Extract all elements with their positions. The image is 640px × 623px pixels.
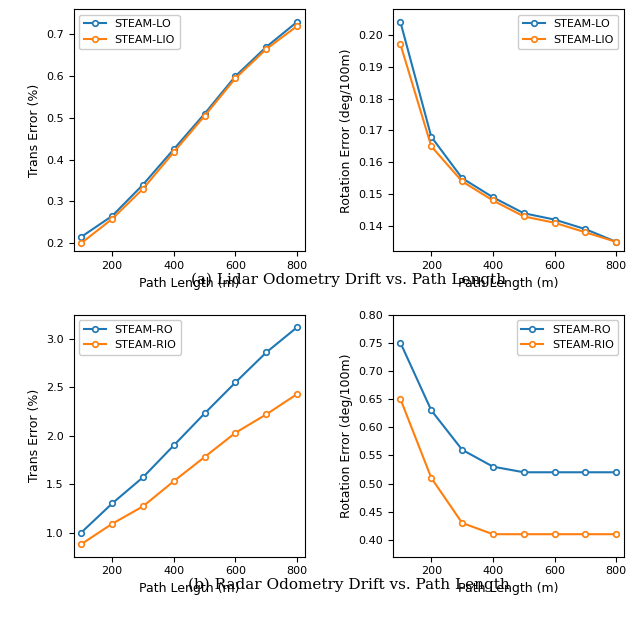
STEAM-LO <box>458 174 466 182</box>
STEAM-LIO <box>170 148 178 156</box>
Y-axis label: Trans Error (%): Trans Error (%) <box>28 83 40 177</box>
STEAM-LIO <box>201 112 209 120</box>
Line: STEAM-LO: STEAM-LO <box>79 19 300 240</box>
STEAM-LO <box>489 194 497 201</box>
Text: (b) Radar Odometry Drift vs. Path Length: (b) Radar Odometry Drift vs. Path Length <box>188 578 509 592</box>
X-axis label: Path Length (m): Path Length (m) <box>139 277 239 290</box>
STEAM-RO <box>428 407 435 414</box>
STEAM-RO <box>139 473 147 481</box>
Line: STEAM-RIO: STEAM-RIO <box>79 391 300 547</box>
STEAM-RO <box>108 500 116 507</box>
STEAM-RIO <box>612 530 620 538</box>
STEAM-LO <box>520 209 527 217</box>
Y-axis label: Rotation Error (deg/100m): Rotation Error (deg/100m) <box>340 353 353 518</box>
STEAM-RIO <box>293 390 301 397</box>
STEAM-LIO <box>293 22 301 30</box>
STEAM-LIO <box>582 229 589 236</box>
STEAM-RIO <box>201 454 209 461</box>
STEAM-RIO <box>489 530 497 538</box>
STEAM-RIO <box>428 474 435 482</box>
STEAM-RIO <box>170 477 178 485</box>
STEAM-RIO <box>77 540 85 548</box>
STEAM-RO <box>293 323 301 331</box>
X-axis label: Path Length (m): Path Length (m) <box>458 582 559 595</box>
STEAM-LO <box>139 181 147 188</box>
STEAM-LO <box>108 212 116 220</box>
STEAM-RO <box>520 468 527 476</box>
STEAM-LIO <box>139 185 147 193</box>
STEAM-RO <box>489 463 497 470</box>
STEAM-LIO <box>397 40 404 48</box>
Text: (a) Lidar Odometry Drift vs. Path Length: (a) Lidar Odometry Drift vs. Path Length <box>191 273 506 287</box>
STEAM-LO <box>77 233 85 240</box>
STEAM-RIO <box>551 530 559 538</box>
Line: STEAM-RO: STEAM-RO <box>79 325 300 535</box>
STEAM-RO <box>582 468 589 476</box>
STEAM-RO <box>262 349 270 356</box>
Line: STEAM-LIO: STEAM-LIO <box>79 23 300 246</box>
Legend: STEAM-RO, STEAM-RIO: STEAM-RO, STEAM-RIO <box>79 320 181 354</box>
Legend: STEAM-LO, STEAM-LIO: STEAM-LO, STEAM-LIO <box>518 15 618 49</box>
STEAM-LO <box>262 43 270 50</box>
Y-axis label: Trans Error (%): Trans Error (%) <box>28 389 40 482</box>
Line: STEAM-RO: STEAM-RO <box>397 340 619 475</box>
Legend: STEAM-RO, STEAM-RIO: STEAM-RO, STEAM-RIO <box>516 320 618 354</box>
Line: STEAM-LO: STEAM-LO <box>397 19 619 245</box>
Line: STEAM-LIO: STEAM-LIO <box>397 42 619 245</box>
STEAM-LO <box>170 145 178 153</box>
STEAM-LO <box>612 238 620 245</box>
STEAM-LIO <box>458 178 466 185</box>
STEAM-LO <box>232 72 239 80</box>
STEAM-LO <box>201 110 209 118</box>
STEAM-LO <box>551 216 559 223</box>
STEAM-LIO <box>489 197 497 204</box>
STEAM-RO <box>170 442 178 449</box>
STEAM-LIO <box>551 219 559 227</box>
STEAM-LO <box>397 18 404 26</box>
STEAM-RIO <box>582 530 589 538</box>
STEAM-RO <box>458 446 466 454</box>
Legend: STEAM-LO, STEAM-LIO: STEAM-LO, STEAM-LIO <box>79 15 180 49</box>
STEAM-RIO <box>232 429 239 437</box>
STEAM-RIO <box>458 519 466 526</box>
STEAM-RIO <box>262 411 270 418</box>
STEAM-RO <box>612 468 620 476</box>
X-axis label: Path Length (m): Path Length (m) <box>139 582 239 595</box>
STEAM-LIO <box>612 238 620 245</box>
STEAM-RIO <box>520 530 527 538</box>
STEAM-LIO <box>108 215 116 222</box>
STEAM-LO <box>582 226 589 233</box>
Y-axis label: Rotation Error (deg/100m): Rotation Error (deg/100m) <box>340 48 353 212</box>
STEAM-LIO <box>520 212 527 220</box>
STEAM-RIO <box>139 503 147 510</box>
STEAM-LO <box>293 18 301 26</box>
STEAM-RO <box>232 379 239 386</box>
Line: STEAM-RIO: STEAM-RIO <box>397 396 619 537</box>
STEAM-RIO <box>108 520 116 528</box>
STEAM-LIO <box>428 143 435 150</box>
STEAM-RIO <box>397 396 404 403</box>
STEAM-LIO <box>262 45 270 53</box>
STEAM-RO <box>77 529 85 536</box>
X-axis label: Path Length (m): Path Length (m) <box>458 277 559 290</box>
STEAM-LIO <box>232 75 239 82</box>
STEAM-RO <box>397 339 404 346</box>
STEAM-RO <box>201 410 209 417</box>
STEAM-RO <box>551 468 559 476</box>
STEAM-LO <box>428 133 435 141</box>
STEAM-LIO <box>77 239 85 247</box>
